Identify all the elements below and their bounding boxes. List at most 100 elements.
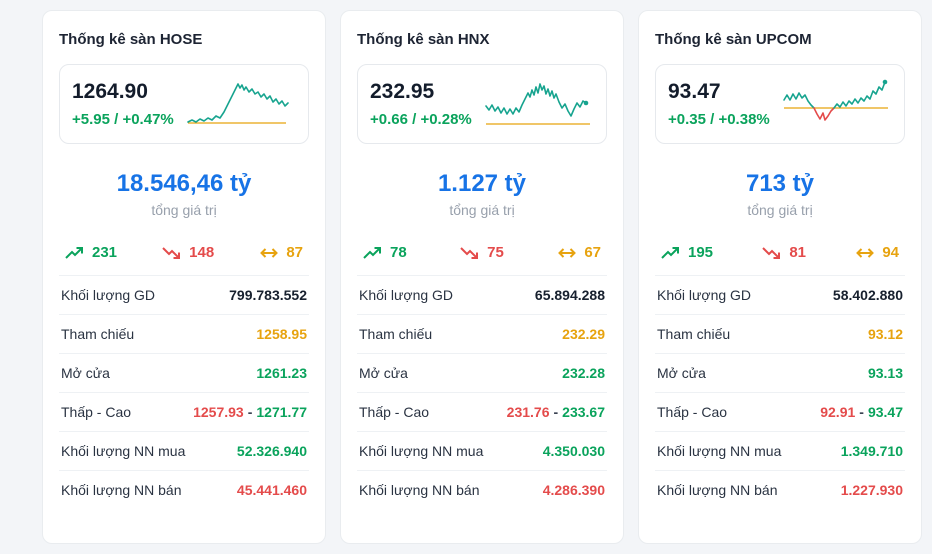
- row-volume: Khối lượng GD 58.402.880: [655, 275, 905, 314]
- advancers: 195: [661, 244, 713, 261]
- market-breadth: 78 75 67: [357, 244, 607, 275]
- card-title: Thống kê sàn HOSE: [59, 31, 203, 48]
- stat-value: 1257.93-1271.77: [193, 404, 307, 420]
- index-info: 1264.90 +5.95 / +0.47%: [72, 80, 174, 128]
- exchange-card-upcom: Thống kê sàn UPCOM 93.47 +0.35 / +0.38% …: [638, 10, 922, 544]
- stat-value: 4.286.390: [542, 482, 605, 498]
- decliners-count: 148: [189, 244, 215, 261]
- total-value: 713 tỷ: [745, 170, 815, 197]
- row-foreign-buy: Khối lượng NN mua 52.326.940: [59, 431, 309, 470]
- stat-label: Khối lượng NN bán: [61, 482, 182, 498]
- index-box: 1264.90 +5.95 / +0.47%: [59, 64, 309, 144]
- stat-label: Khối lượng GD: [359, 287, 454, 303]
- stat-label: Khối lượng GD: [657, 287, 752, 303]
- market-breadth: 231 148 87: [59, 244, 309, 275]
- total-value-label: tổng giá trị: [449, 202, 515, 218]
- stat-value: 1258.95: [256, 326, 307, 342]
- stat-value: 65.894.288: [534, 287, 605, 303]
- index-value: 93.47: [668, 80, 721, 103]
- index-change: +0.66 / +0.28%: [370, 111, 472, 128]
- advancers: 231: [65, 244, 117, 261]
- advancers-count: 78: [390, 244, 407, 261]
- stat-value: 232.29: [562, 326, 605, 342]
- high-value: 1271.77: [256, 404, 307, 420]
- index-value: 1264.90: [72, 80, 148, 103]
- stat-label: Tham chiếu: [359, 326, 433, 342]
- index-info: 93.47 +0.35 / +0.38%: [668, 80, 770, 128]
- stats-table: Khối lượng GD 65.894.288 Tham chiếu 232.…: [357, 275, 607, 509]
- index-info: 232.95 +0.66 / +0.28%: [370, 80, 472, 128]
- row-volume: Khối lượng GD 799.783.552: [59, 275, 309, 314]
- stat-value: 92.91-93.47: [820, 404, 903, 420]
- low-value: 92.91: [820, 404, 856, 420]
- advancers-count: 195: [688, 244, 714, 261]
- stat-value: 58.402.880: [832, 287, 903, 303]
- stat-value: 93.12: [867, 326, 903, 342]
- index-box: 93.47 +0.35 / +0.38%: [655, 64, 905, 144]
- stat-value: 1.349.710: [840, 443, 903, 459]
- row-low-high: Thấp - Cao 1257.93-1271.77: [59, 392, 309, 431]
- row-volume: Khối lượng GD 65.894.288: [357, 275, 607, 314]
- low-value: 231.76: [506, 404, 550, 420]
- stats-table: Khối lượng GD 799.783.552 Tham chiếu 125…: [59, 275, 309, 509]
- stat-label: Thấp - Cao: [359, 404, 430, 420]
- separator: -: [553, 404, 559, 420]
- stat-label: Thấp - Cao: [657, 404, 728, 420]
- stat-label: Tham chiếu: [61, 326, 135, 342]
- index-change: +0.35 / +0.38%: [668, 111, 770, 128]
- index-change: +5.95 / +0.47%: [72, 111, 174, 128]
- exchange-card-hnx: Thống kê sàn HNX 232.95 +0.66 / +0.28% 1…: [340, 10, 624, 544]
- stat-label: Khối lượng NN mua: [657, 443, 782, 459]
- left-right-arrow-icon: [856, 247, 875, 258]
- stat-label: Khối lượng NN bán: [657, 482, 778, 498]
- unchanged-count: 94: [882, 244, 899, 261]
- row-low-high: Thấp - Cao 231.76-233.67: [357, 392, 607, 431]
- stat-value: 52.326.940: [236, 443, 307, 459]
- index-box: 232.95 +0.66 / +0.28%: [357, 64, 607, 144]
- total-value-label: tổng giá trị: [151, 202, 217, 218]
- separator: -: [247, 404, 253, 420]
- stat-value: 232.28: [562, 365, 605, 381]
- row-low-high: Thấp - Cao 92.91-93.47: [655, 392, 905, 431]
- trending-up-icon: [661, 246, 679, 259]
- row-foreign-sell: Khối lượng NN bán 4.286.390: [357, 470, 607, 509]
- advancers: 78: [363, 244, 407, 261]
- stat-label: Thấp - Cao: [61, 404, 132, 420]
- index-value: 232.95: [370, 80, 435, 103]
- row-open: Mở cửa 1261.23: [59, 353, 309, 392]
- stat-value: 4.350.030: [542, 443, 605, 459]
- sparkline-chart: [783, 79, 888, 121]
- separator: -: [859, 404, 864, 420]
- sparkline-chart: [187, 83, 289, 124]
- trending-up-icon: [65, 246, 83, 259]
- row-foreign-sell: Khối lượng NN bán 1.227.930: [655, 470, 905, 509]
- unchanged: 67: [557, 244, 601, 261]
- advancers-count: 231: [92, 244, 118, 261]
- row-open: Mở cửa 93.13: [655, 353, 905, 392]
- unchanged: 87: [259, 244, 303, 261]
- row-foreign-buy: Khối lượng NN mua 4.350.030: [357, 431, 607, 470]
- stat-value: 45.441.460: [236, 482, 307, 498]
- total-value-label: tổng giá trị: [747, 202, 813, 218]
- decliners-count: 81: [789, 244, 807, 261]
- left-right-arrow-icon: [558, 247, 577, 258]
- trending-down-icon: [762, 246, 781, 259]
- row-reference: Tham chiếu 232.29: [357, 314, 607, 353]
- sparkline-chart: [485, 83, 590, 125]
- total-value: 18.546,46 tỷ: [116, 170, 252, 197]
- market-breadth: 195 81 94: [655, 244, 905, 275]
- stat-label: Khối lượng NN mua: [359, 443, 484, 459]
- stat-label: Khối lượng NN bán: [359, 482, 480, 498]
- stat-value: 1261.23: [256, 365, 307, 381]
- card-title: Thống kê sàn UPCOM: [655, 31, 812, 48]
- unchanged-count: 67: [584, 244, 601, 261]
- unchanged-count: 87: [286, 244, 303, 261]
- left-right-arrow-icon: [260, 247, 279, 258]
- stat-value: 799.783.552: [229, 287, 307, 303]
- high-value: 233.67: [562, 404, 605, 420]
- stats-table: Khối lượng GD 58.402.880 Tham chiếu 93.1…: [655, 275, 905, 509]
- trending-up-icon: [363, 246, 381, 259]
- decliners-count: 75: [487, 244, 504, 261]
- decliners: 81: [762, 244, 806, 261]
- unchanged: 94: [855, 244, 899, 261]
